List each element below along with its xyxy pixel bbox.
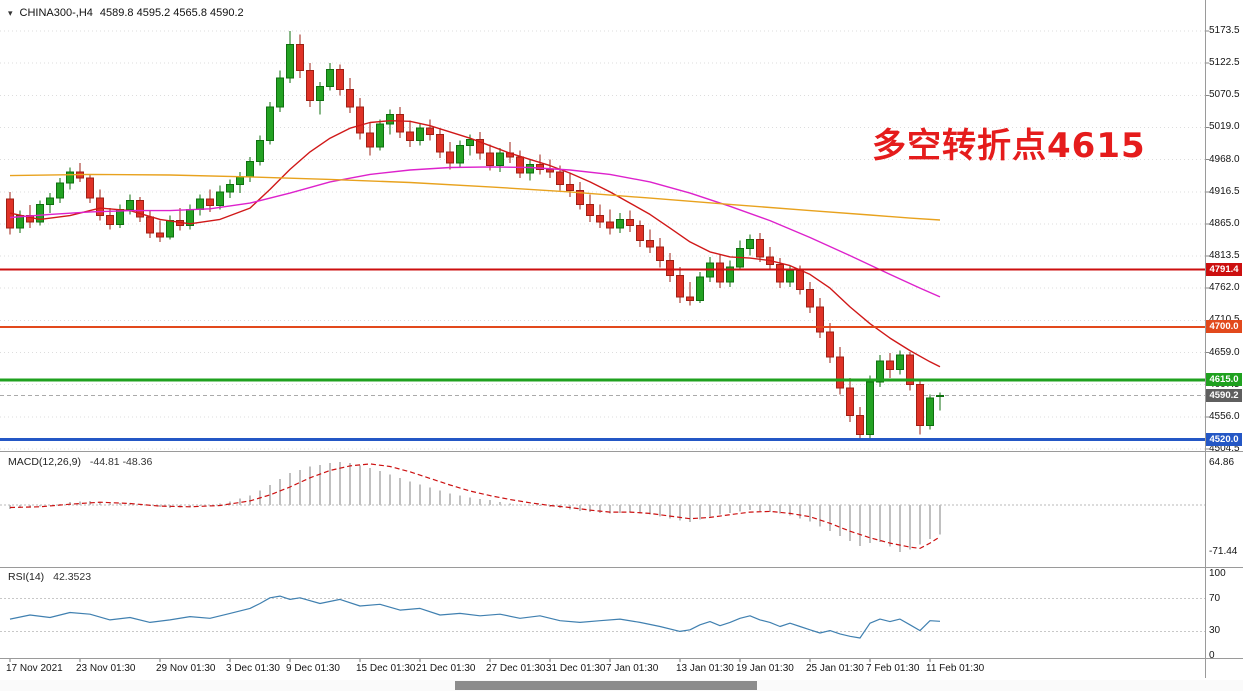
time-axis-label: 13 Jan 01:30 — [676, 663, 734, 674]
annotation-text[interactable]: 多空转折点4615 — [872, 126, 1146, 166]
current-price-tag: 4590.2 — [1206, 388, 1242, 402]
price-axis-label: 4710.5 — [1209, 314, 1240, 325]
time-axis-label: 9 Dec 01:30 — [286, 663, 340, 674]
time-axis-label: 17 Nov 2021 — [6, 663, 63, 674]
chart-scrollbar-thumb[interactable] — [455, 681, 757, 690]
rsi-axis-label: 100 — [1209, 568, 1226, 579]
time-axis-label: 7 Jan 01:30 — [606, 663, 659, 674]
price-axis-label: 4916.5 — [1209, 185, 1240, 197]
macd-axis-max: 64.86 — [1209, 457, 1235, 468]
price-axis-label: 4968.0 — [1209, 153, 1240, 165]
price-axis-label: 4865.0 — [1209, 217, 1240, 229]
price-axis-label: 5173.5 — [1209, 25, 1240, 36]
time-axis-label: 7 Feb 01:30 — [866, 663, 920, 674]
rsi-axis-label: 70 — [1209, 592, 1221, 604]
rsi-axis-label: 30 — [1209, 625, 1221, 637]
time-axis-label: 11 Feb 01:30 — [926, 663, 985, 674]
price-axis-label: 4762.0 — [1209, 282, 1240, 294]
time-axis-label: 15 Dec 01:30 — [356, 663, 416, 674]
macd-axis-min: -71.44 — [1209, 546, 1238, 557]
hline-price-tag: 4700.0 — [1206, 320, 1242, 334]
rsi-name: RSI(14) — [8, 571, 45, 583]
time-axis-label: 29 Nov 01:30 — [156, 663, 216, 674]
price-axis-label: 4813.5 — [1209, 250, 1240, 262]
rsi-axis-label: 0 — [1209, 650, 1215, 661]
macd-indicator-label: MACD(12,26,9) -44.81 -48.36 — [8, 456, 152, 468]
symbol-marker-icon: ▾ — [8, 7, 13, 18]
time-axis-label: 3 Dec 01:30 — [226, 663, 280, 674]
rsi-value: 42.3523 — [53, 571, 92, 583]
hline-price-tag: 4791.4 — [1206, 263, 1242, 277]
price-axis-label: 5070.5 — [1209, 89, 1240, 101]
ohlc-readout: 4589.8 4595.2 4565.8 4590.2 — [99, 7, 244, 19]
price-axis-label: 5019.0 — [1209, 121, 1240, 133]
macd-values: -44.81 -48.36 — [89, 456, 153, 468]
price-axis-label: 4659.0 — [1209, 346, 1240, 358]
time-axis-label: 23 Nov 01:30 — [76, 663, 136, 674]
time-axis-label: 25 Jan 01:30 — [806, 663, 864, 674]
time-axis-label: 31 Dec 01:30 — [546, 663, 606, 674]
time-axis-label: 21 Dec 01:30 — [416, 663, 476, 674]
time-axis-label: 27 Dec 01:30 — [486, 663, 546, 674]
symbol-info: ▾ CHINA300-,H4 4589.8 4595.2 4565.8 4590… — [8, 7, 244, 19]
rsi-indicator-label: RSI(14) 42.3523 — [8, 571, 91, 583]
price-axis-label: 4556.0 — [1209, 410, 1240, 422]
hline-price-tag: 4520.0 — [1206, 432, 1242, 446]
chart-scrollbar-track[interactable] — [0, 680, 1243, 691]
macd-name: MACD(12,26,9) — [8, 456, 81, 468]
time-axis-label: 19 Jan 01:30 — [736, 663, 794, 674]
symbol-period-label: CHINA300-,H4 — [19, 7, 93, 19]
price-axis-label: 5122.5 — [1209, 57, 1240, 69]
hline-price-tag: 4615.0 — [1206, 373, 1242, 387]
price-axis-label: 4504.5 — [1209, 443, 1240, 454]
